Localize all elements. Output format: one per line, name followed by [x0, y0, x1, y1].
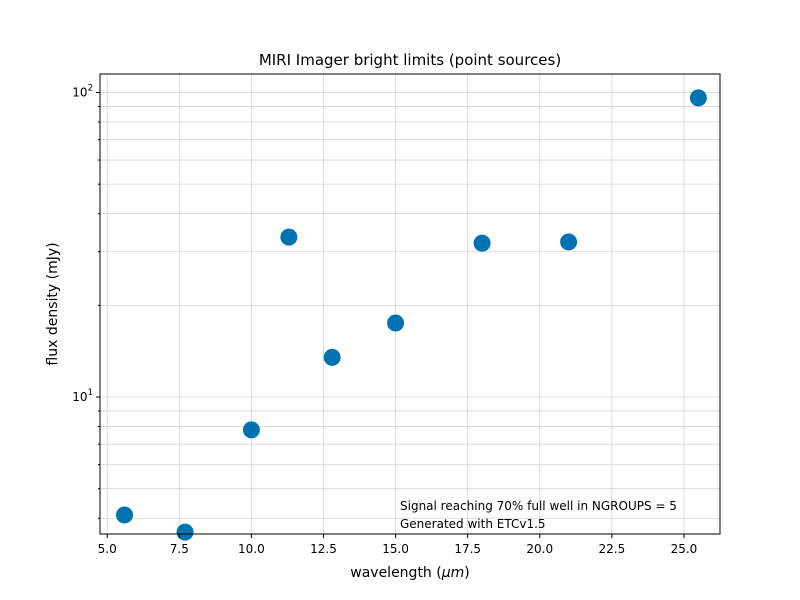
data-point: [242, 421, 260, 439]
y-tick-label: 101: [72, 388, 93, 404]
annotation-full-well: Signal reaching 70% full well in NGROUPS…: [400, 499, 677, 513]
grid: [100, 74, 720, 534]
y-tick-label-base: 10: [72, 85, 87, 99]
x-tick-label: 7.5: [170, 542, 189, 556]
plot-frame: [99, 73, 721, 535]
data-point: [560, 233, 578, 251]
x-tick-label: 10.0: [238, 542, 265, 556]
data-point: [280, 228, 298, 246]
y-tick-label-exponent: 2: [88, 83, 93, 93]
data-point: [689, 89, 707, 107]
x-axis-label: wavelength (μm): [350, 565, 469, 581]
x-tick-label: 12.5: [310, 542, 337, 556]
x-axis-label-unit: μm: [441, 565, 465, 581]
data-point: [116, 506, 134, 524]
data-point: [176, 523, 194, 541]
data-point: [323, 348, 341, 366]
x-axis-label-end: ): [464, 565, 469, 581]
annotation-etc-version: Generated with ETCv1.5: [400, 517, 546, 531]
x-tick-label: 20.0: [526, 542, 553, 556]
x-tick-label: 5.0: [98, 542, 117, 556]
y-tick-label-exponent: 1: [88, 388, 93, 398]
x-tick-label: 25.0: [671, 542, 698, 556]
y-tick-label-base: 10: [72, 390, 87, 404]
x-axis-label-text: wavelength (: [350, 565, 441, 581]
x-tick-label: 17.5: [454, 542, 481, 556]
x-tick-label: 22.5: [599, 542, 626, 556]
data-point: [387, 314, 405, 332]
x-tick-label: 15.0: [382, 542, 409, 556]
y-axis-label: flux density (mJy): [45, 242, 61, 365]
data-points: [116, 89, 707, 541]
chart-title: MIRI Imager bright limits (point sources…: [259, 51, 561, 69]
data-point: [473, 234, 491, 252]
y-tick-label: 102: [72, 83, 93, 99]
